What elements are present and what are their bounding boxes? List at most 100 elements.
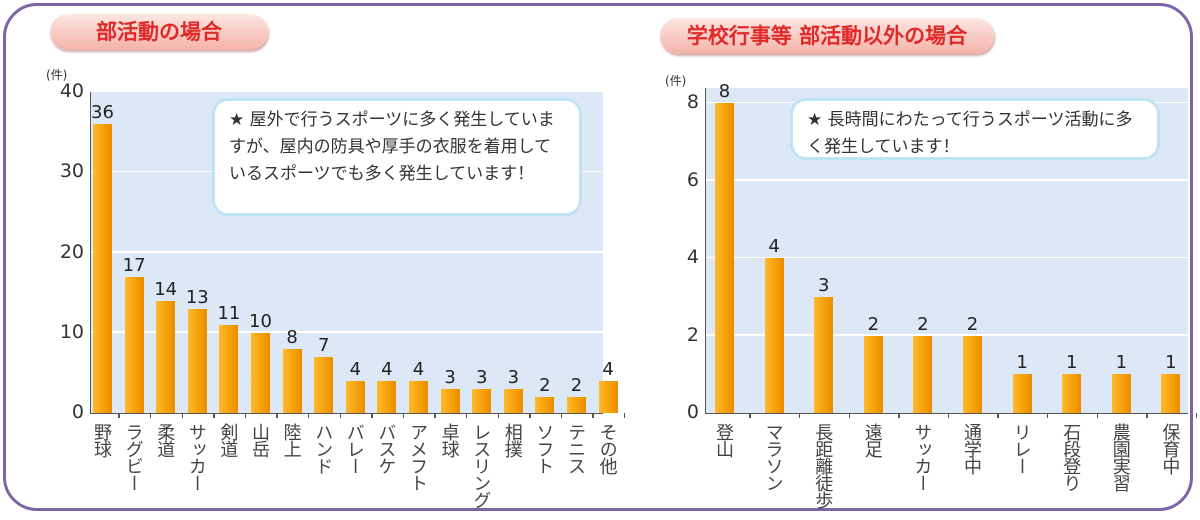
category-label: 卓球	[438, 423, 460, 457]
bar	[535, 396, 555, 413]
bar-value-label: 11	[217, 302, 241, 324]
bar	[814, 296, 834, 413]
x-tick	[434, 413, 436, 418]
bar	[472, 388, 492, 413]
category-label: 剣道	[217, 423, 239, 457]
bar-value-label: 2	[917, 313, 929, 335]
gridline	[706, 256, 1188, 259]
x-tick	[402, 413, 405, 418]
bar-value-label: 8	[718, 81, 731, 103]
category-label: サッカー	[911, 423, 933, 491]
bar-value-label: 1	[1115, 352, 1128, 374]
y-tick-label: 0	[71, 401, 84, 423]
bar	[377, 380, 397, 413]
x-tick	[623, 413, 626, 418]
category-label: 石段登り	[1060, 423, 1082, 491]
gridline	[706, 179, 1188, 181]
annotation-callout: ★ 屋外で行うスポーツに多く発生していますが、屋内の防具や厚手の衣服を着用してい…	[212, 98, 582, 216]
bar-value-label: 4	[602, 358, 614, 380]
bar	[314, 356, 334, 413]
bar	[345, 380, 365, 413]
category-label: ハンド	[312, 423, 334, 474]
bar-value-label: 8	[286, 326, 298, 348]
category-label: 長距離徒歩	[812, 423, 834, 508]
gridline	[91, 251, 603, 253]
bar	[1062, 374, 1082, 413]
bar	[598, 380, 618, 413]
gridline	[706, 334, 1188, 336]
bar-value-label: 10	[249, 310, 272, 332]
bar	[251, 332, 270, 413]
category-label: 山岳	[249, 423, 270, 457]
y-axis-unit: (件)	[665, 74, 687, 88]
x-tick	[529, 413, 531, 418]
y-tick-label: 8	[686, 91, 699, 114]
x-tick	[592, 413, 594, 418]
bar	[93, 124, 112, 413]
x-tick	[465, 413, 468, 418]
bar	[764, 258, 784, 413]
bar	[1111, 374, 1131, 413]
x-tick	[947, 413, 950, 418]
x-tick	[798, 413, 801, 418]
bar	[863, 335, 883, 413]
bar	[219, 324, 239, 413]
bar	[440, 388, 460, 413]
bar	[567, 396, 586, 413]
category-label: 保育中	[1159, 423, 1181, 474]
x-tick	[1195, 413, 1198, 418]
bar-value-label: 3	[444, 366, 456, 388]
bar	[1161, 374, 1181, 413]
bar	[409, 380, 428, 413]
category-label: リレー	[1010, 423, 1032, 474]
category-label: ラグビー	[122, 423, 144, 491]
category-label: テニス	[565, 423, 586, 474]
x-tick	[997, 413, 999, 418]
category-label: 通学中	[961, 423, 982, 474]
y-tick-label: 4	[686, 246, 699, 269]
bar-value-label: 4	[381, 358, 393, 380]
category-label: 登山	[713, 423, 734, 457]
bar-value-label: 14	[154, 278, 178, 300]
x-tick	[560, 413, 563, 418]
x-tick	[1046, 413, 1049, 418]
y-tick-label: 6	[686, 168, 699, 191]
category-label: マラソン	[762, 423, 784, 491]
bar	[124, 276, 144, 413]
bar-value-label: 3	[475, 366, 488, 388]
x-tick	[149, 413, 152, 418]
category-label: ソフト	[533, 423, 555, 474]
bar	[913, 335, 933, 413]
gridline	[91, 90, 603, 92]
category-label: 遠足	[861, 423, 883, 457]
category-label: バスケ	[375, 423, 397, 474]
y-tick-label: 40	[59, 80, 84, 102]
right-chart-title: 学校行事等 部活動以外の場合	[660, 18, 994, 54]
outer-frame	[3, 3, 1193, 511]
left-chart-title: 部活動の場合	[50, 14, 268, 50]
category-label: レスリング	[470, 423, 492, 508]
bar	[1012, 374, 1032, 413]
x-tick	[497, 413, 499, 418]
bar	[156, 300, 176, 413]
category-label: 農園実習	[1109, 423, 1131, 491]
bar-value-label: 4	[768, 236, 780, 258]
annotation-callout: ★ 長時間にわたって行うスポーツ活動に多く発生しています！	[790, 98, 1160, 160]
category-label: バレー	[343, 423, 365, 474]
x-tick	[371, 413, 373, 418]
bar-value-label: 7	[317, 334, 330, 356]
y-tick-label: 2	[686, 323, 699, 346]
bar-value-label: 2	[539, 374, 551, 396]
bar-value-label: 1	[1165, 352, 1177, 374]
x-tick	[244, 413, 247, 418]
y-tick-label: 10	[59, 320, 84, 343]
bar-value-label: 2	[867, 313, 880, 335]
bar	[187, 308, 207, 413]
y-tick-label: 0	[686, 401, 699, 423]
y-axis-unit: (件)	[46, 68, 68, 82]
category-label: 柔道	[154, 423, 176, 457]
bar-value-label: 1	[1016, 352, 1028, 374]
bar-value-label: 17	[122, 254, 146, 276]
category-label: サッカー	[185, 423, 207, 491]
